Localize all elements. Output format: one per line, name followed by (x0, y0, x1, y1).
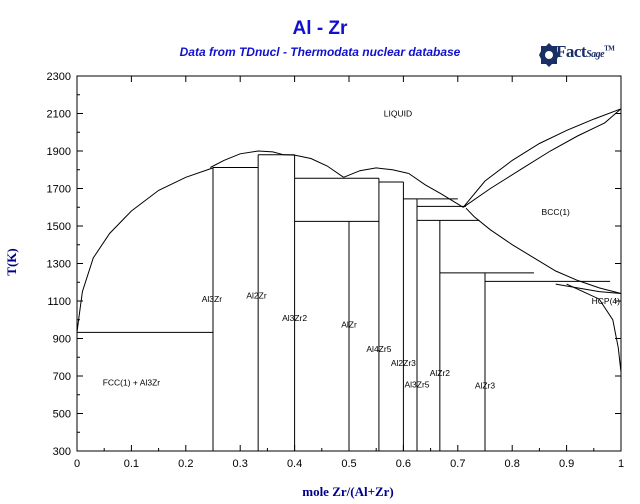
chart-title: Al - Zr (292, 18, 348, 39)
phase-boundary-liquidus-dome-al2zr (210, 150, 284, 168)
y-tick-label: 2100 (47, 109, 71, 121)
phase-label: AlZr3 (475, 380, 496, 390)
y-tick-label: 900 (53, 334, 71, 346)
factsage-gear-icon (539, 43, 559, 67)
phase-boundary-liquidus-dome-alzr (343, 167, 409, 178)
y-tick-label: 1500 (47, 221, 71, 233)
y-tick-label: 300 (53, 446, 71, 458)
y-tick-label: 500 (53, 409, 71, 421)
phase-boundary-liquidus-dome-al3zr2 (283, 154, 344, 178)
x-axis-label: mole Zr/(Al+Zr) (302, 484, 394, 499)
x-tick-label: 1 (618, 458, 624, 470)
phase-label: HCP(4) (592, 296, 621, 306)
phase-label: Al3Zr2 (282, 313, 307, 323)
phase-label: AlZr2 (430, 368, 451, 378)
x-tick-label: 0.1 (124, 458, 139, 470)
y-tick-label: 1900 (47, 146, 71, 158)
x-tick-label: 0.2 (178, 458, 193, 470)
phase-label: LIQUID (384, 109, 412, 119)
chart-subtitle: Data from TDnucl - Thermodata nuclear da… (179, 45, 461, 59)
logo-tm-text: TM (604, 44, 615, 53)
y-tick-label: 1100 (47, 296, 71, 308)
x-tick-label: 0.6 (396, 458, 411, 470)
x-tick-label: 0.9 (559, 458, 574, 470)
phase-boundary-hcp-boundary-lower (566, 283, 622, 373)
y-tick-label: 1300 (47, 259, 71, 271)
phase-boundary-liquidus-zr-rich (408, 173, 464, 208)
phase-label: AlZr (341, 319, 357, 329)
factsage-logo: FactSageTM (534, 40, 626, 72)
phase-label: Al2Zr3 (391, 358, 416, 368)
x-tick-label: 0.8 (505, 458, 520, 470)
phase-boundary-bcc-boundary (465, 207, 622, 294)
phase-boundary-hcp-boundary-upper (555, 283, 622, 294)
phase-boundary-solidus-bcc (462, 108, 622, 208)
y-tick-label: 700 (53, 371, 71, 383)
phase-label: Al3Zr (202, 294, 222, 304)
phase-boundary-liquidus-al-side (76, 167, 214, 333)
phase-label: Al4Zr5 (366, 344, 391, 354)
logo-main-text: Fact (556, 42, 587, 61)
x-tick-label: 0.7 (450, 458, 465, 470)
x-tick-label: 0.4 (287, 458, 302, 470)
y-tick-label: 1700 (47, 184, 71, 196)
x-tick-label: 0 (74, 458, 80, 470)
phase-label: Al3Zr5 (404, 379, 429, 389)
phase-label: Al2Zr (246, 290, 266, 300)
phase-boundary-liquidus-bcc (462, 108, 622, 208)
y-axis-label: T(K) (4, 248, 19, 275)
y-tick-label: 2300 (47, 71, 71, 83)
x-tick-label: 0.3 (233, 458, 248, 470)
logo-sub-text: Sage (586, 49, 605, 60)
x-tick-label: 0.5 (341, 458, 356, 470)
phase-label: FCC(1) + Al3Zr (103, 378, 161, 388)
phase-label: BCC(1) (542, 207, 571, 217)
factsage-wordmark: FactSageTM (556, 42, 615, 62)
